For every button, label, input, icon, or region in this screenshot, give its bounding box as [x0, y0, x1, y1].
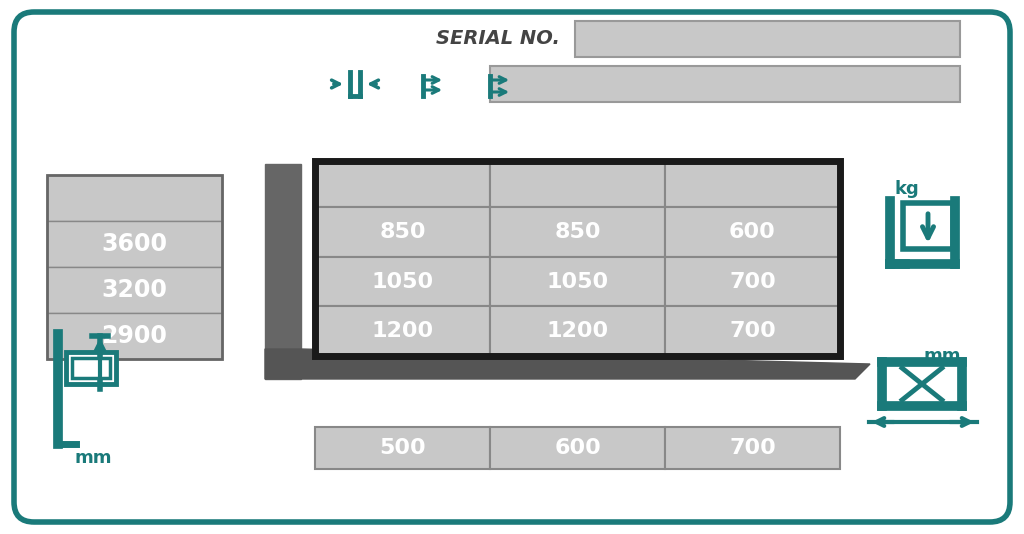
Bar — [47, 175, 222, 221]
Bar — [315, 161, 490, 207]
Text: 700: 700 — [729, 321, 776, 341]
Polygon shape — [265, 349, 870, 379]
Bar — [47, 313, 222, 359]
Text: 2900: 2900 — [101, 324, 168, 348]
Bar — [665, 207, 840, 257]
Bar — [315, 307, 490, 356]
Bar — [575, 21, 961, 57]
Text: 3600: 3600 — [101, 232, 168, 256]
Bar — [72, 358, 110, 378]
Text: 600: 600 — [554, 438, 601, 458]
Text: 850: 850 — [554, 222, 601, 242]
Bar — [315, 427, 490, 469]
Text: 1050: 1050 — [547, 271, 608, 292]
Text: 600: 600 — [729, 222, 776, 242]
Bar — [490, 257, 665, 307]
Text: mm: mm — [924, 347, 961, 365]
Text: SERIAL NO.: SERIAL NO. — [436, 28, 560, 48]
Bar — [490, 207, 665, 257]
Bar — [903, 203, 953, 249]
Bar — [490, 427, 665, 469]
Bar — [315, 257, 490, 307]
Bar — [490, 66, 961, 102]
Bar — [665, 257, 840, 307]
Bar — [490, 307, 665, 356]
Bar — [665, 307, 840, 356]
Bar — [315, 161, 840, 356]
Text: 1200: 1200 — [547, 321, 608, 341]
Bar — [66, 352, 116, 384]
Bar — [47, 267, 222, 313]
Text: 1050: 1050 — [372, 271, 433, 292]
Bar — [665, 427, 840, 469]
Bar — [315, 207, 490, 257]
Bar — [490, 161, 665, 207]
Text: 700: 700 — [729, 438, 776, 458]
Text: 3200: 3200 — [101, 278, 168, 302]
Bar — [665, 161, 840, 207]
Text: 850: 850 — [379, 222, 426, 242]
Text: 700: 700 — [729, 271, 776, 292]
Bar — [47, 221, 222, 267]
Text: kg: kg — [895, 180, 920, 198]
Bar — [265, 164, 301, 379]
FancyBboxPatch shape — [14, 12, 1010, 522]
Bar — [47, 175, 222, 359]
Text: mm: mm — [75, 449, 112, 467]
Text: 1200: 1200 — [372, 321, 433, 341]
Text: 500: 500 — [379, 438, 426, 458]
